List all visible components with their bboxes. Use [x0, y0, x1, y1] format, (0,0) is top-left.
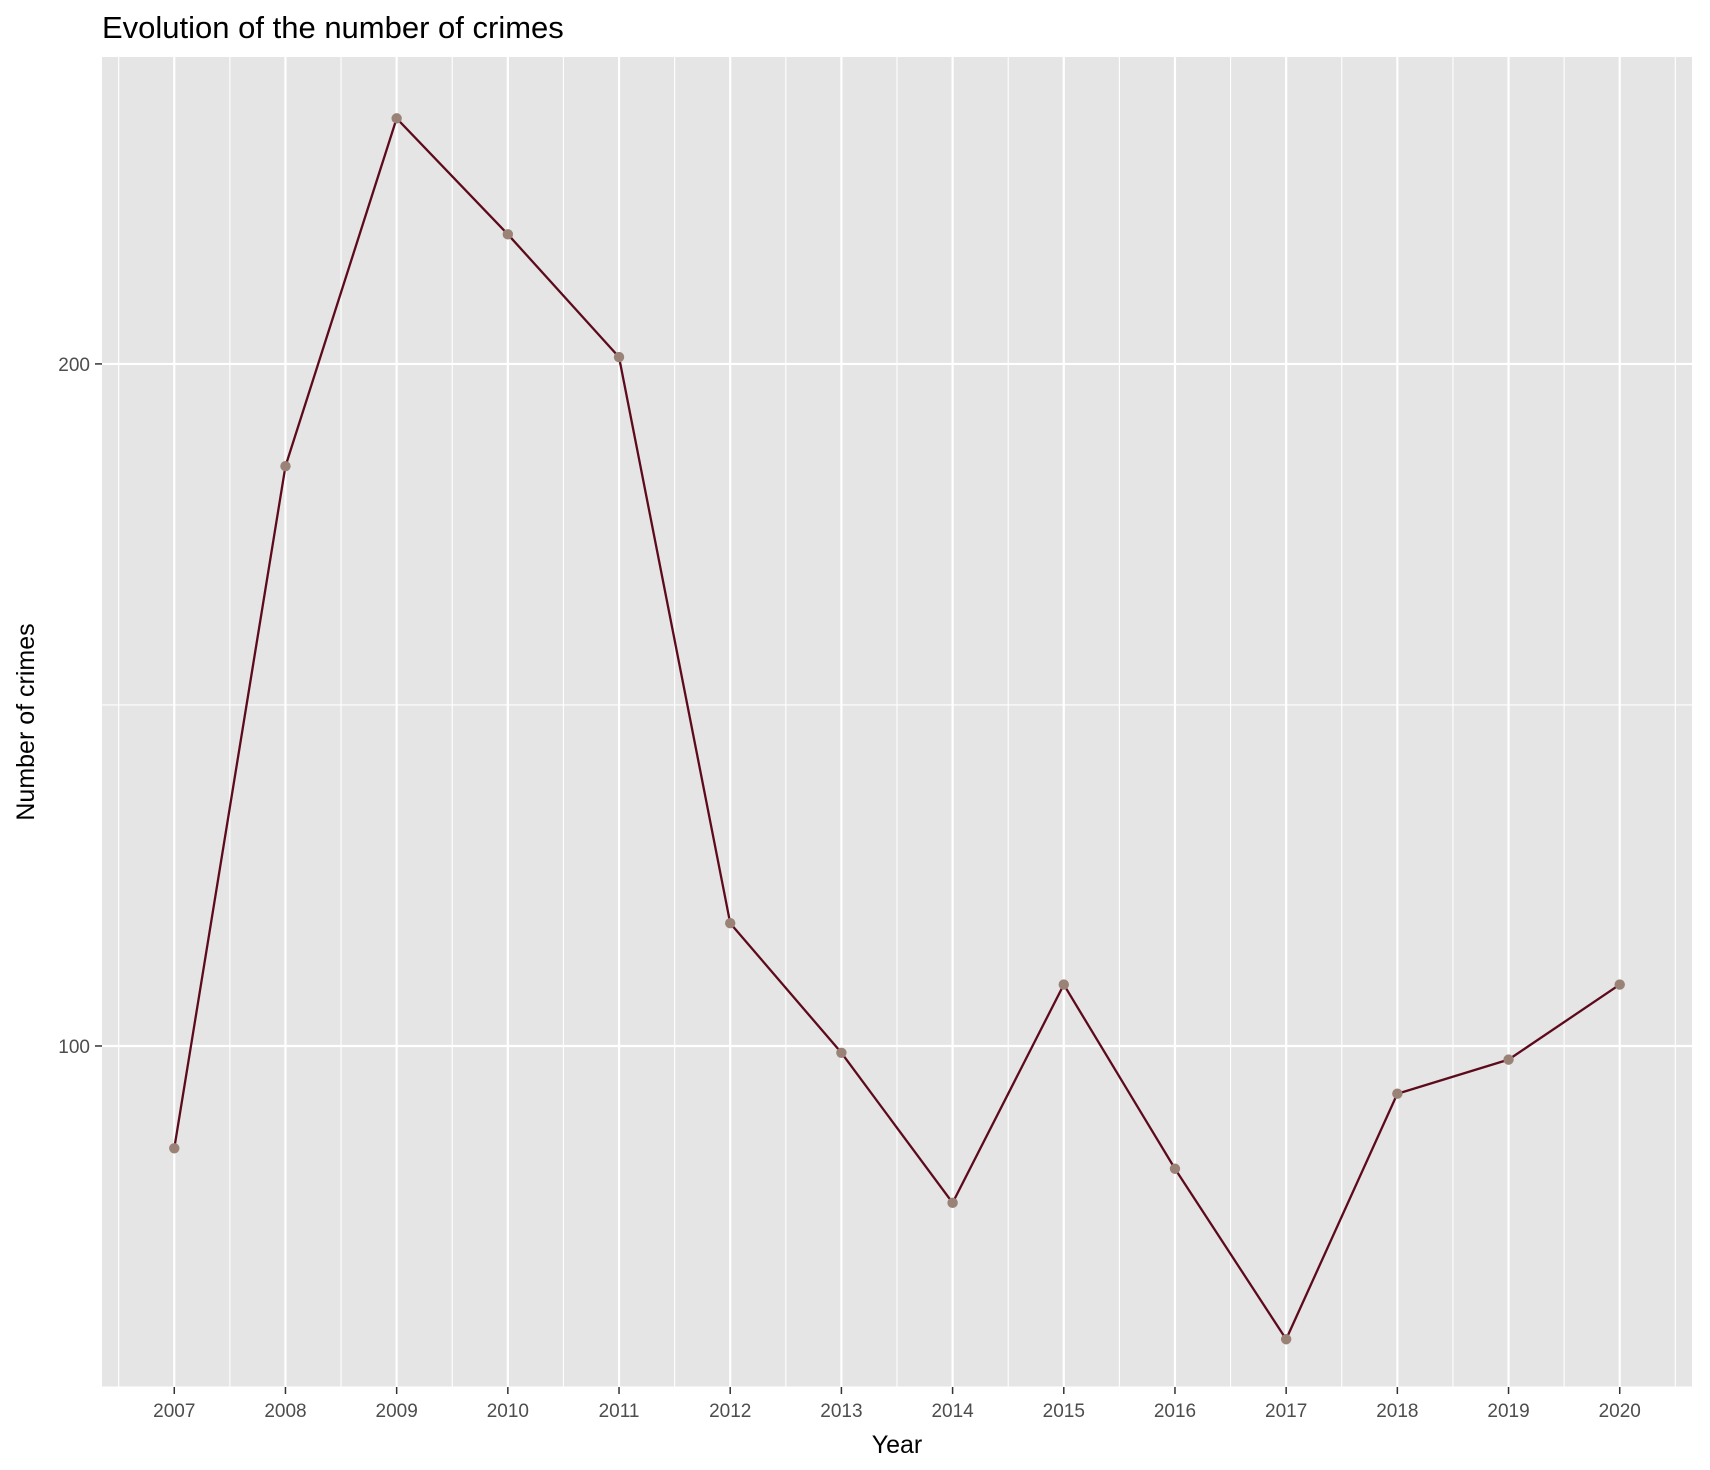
x-axis-label: Year	[872, 1431, 923, 1459]
data-point	[169, 1143, 180, 1154]
x-tick-label: 2012	[709, 1401, 751, 1422]
data-point	[1058, 979, 1069, 990]
data-point	[280, 461, 291, 472]
data-point	[613, 351, 625, 363]
chart-title: Evolution of the number of crimes	[102, 10, 564, 45]
y-tick-label: 200	[58, 355, 90, 376]
x-tick-label: 2014	[931, 1401, 974, 1422]
x-tick-label: 2016	[1154, 1401, 1196, 1422]
x-tick-label: 2013	[820, 1401, 862, 1422]
data-points	[169, 113, 1625, 1345]
data-point	[1503, 1054, 1514, 1065]
y-axis-label: Number of crimes	[12, 623, 40, 820]
data-point	[1614, 979, 1625, 990]
x-tick-label: 2018	[1376, 1401, 1418, 1422]
x-tick-label: 2017	[1265, 1401, 1307, 1422]
data-point	[1280, 1334, 1292, 1345]
series-line-group	[173, 117, 1621, 1341]
data-point	[1169, 1163, 1181, 1174]
y-tick-label: 100	[58, 1037, 90, 1058]
data-point	[1392, 1088, 1403, 1099]
data-point	[725, 918, 736, 929]
x-axis: 2007 2008 2009 2010 2011 2012 2013 2014 2015 2016…	[153, 1387, 1641, 1422]
x-tick-label: 2019	[1487, 1401, 1529, 1422]
minor-gridlines	[102, 57, 1692, 1388]
x-tick-label: 2020	[1599, 1401, 1641, 1422]
major-gridlines	[102, 57, 1692, 1387]
series-line	[173, 117, 1621, 1341]
data-point	[391, 113, 402, 124]
data-point	[947, 1197, 958, 1209]
x-tick-label: 2015	[1043, 1401, 1085, 1422]
x-tick-label: 2010	[487, 1401, 529, 1422]
x-tick-label: 2008	[264, 1401, 306, 1422]
y-axis: 100 200	[58, 355, 102, 1058]
data-point	[502, 229, 514, 240]
data-point	[836, 1047, 847, 1058]
x-tick-label: 2007	[153, 1401, 195, 1422]
x-tick-label: 2009	[376, 1401, 418, 1422]
x-tick-label: 2011	[599, 1401, 640, 1422]
